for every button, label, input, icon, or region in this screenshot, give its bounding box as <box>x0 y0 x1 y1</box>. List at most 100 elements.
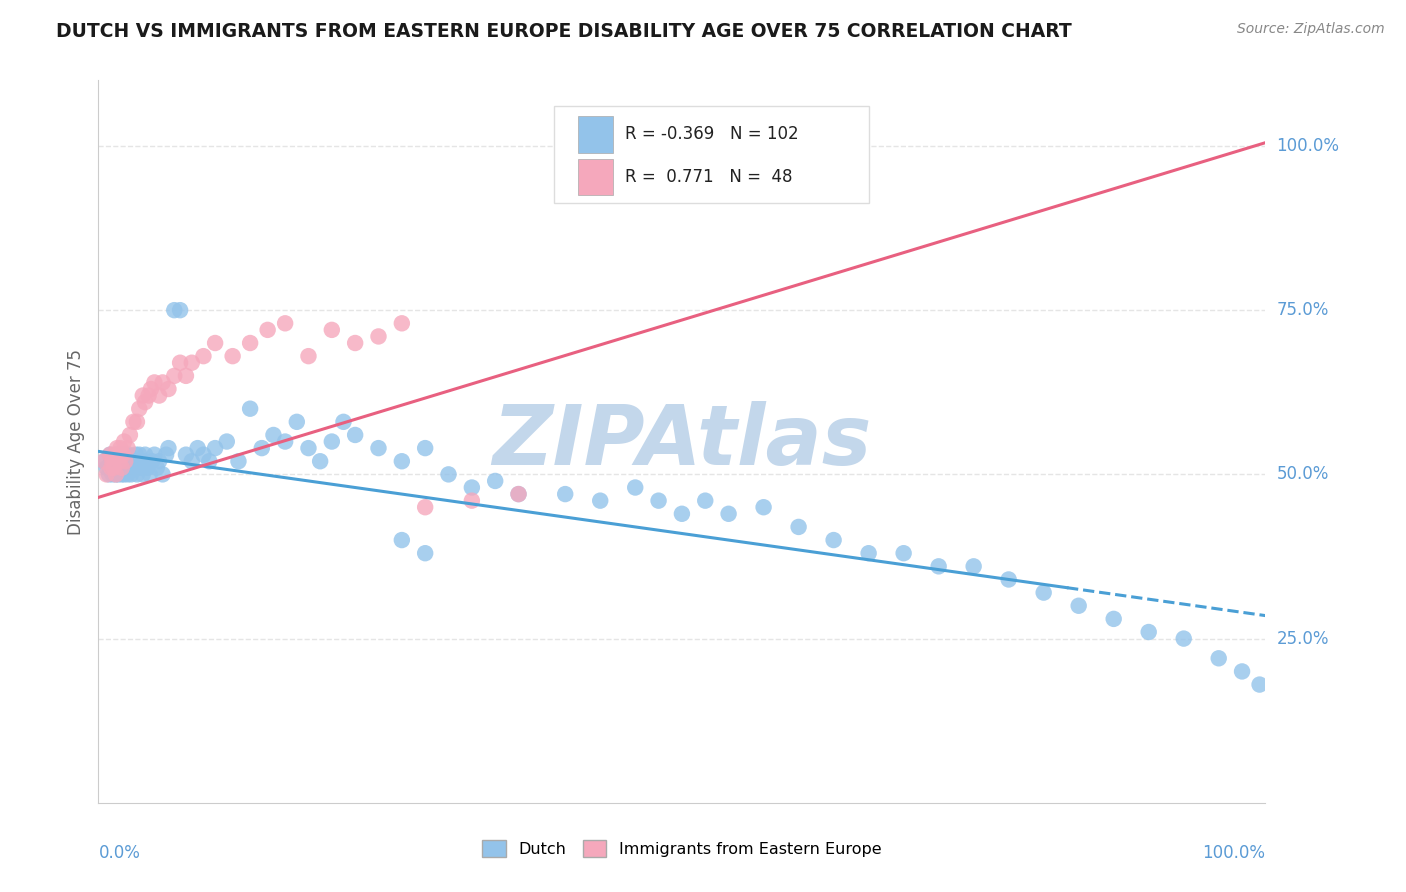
Point <box>391 454 413 468</box>
Point <box>134 448 156 462</box>
Point <box>215 434 238 449</box>
Point <box>508 487 530 501</box>
FancyBboxPatch shape <box>554 105 869 203</box>
Point <box>1137 625 1160 640</box>
Point <box>367 329 389 343</box>
Point <box>169 356 191 370</box>
Point <box>128 401 150 416</box>
Point <box>93 454 115 468</box>
Point <box>332 415 354 429</box>
Point <box>193 448 215 462</box>
Text: 75.0%: 75.0% <box>1277 301 1329 319</box>
Point <box>239 336 262 351</box>
Point <box>1173 632 1195 646</box>
Point <box>256 323 278 337</box>
Text: DUTCH VS IMMIGRANTS FROM EASTERN EUROPE DISABILITY AGE OVER 75 CORRELATION CHART: DUTCH VS IMMIGRANTS FROM EASTERN EUROPE … <box>56 22 1071 41</box>
Point <box>508 487 530 501</box>
Point <box>117 441 139 455</box>
Text: ZIPAtlas: ZIPAtlas <box>492 401 872 482</box>
Point <box>105 460 128 475</box>
Point <box>146 460 169 475</box>
Point <box>1208 651 1230 665</box>
Point <box>221 349 243 363</box>
Point <box>101 467 124 482</box>
Point <box>131 454 153 468</box>
Point <box>344 428 367 442</box>
Point <box>111 448 134 462</box>
Point <box>152 467 174 482</box>
Point <box>114 454 136 468</box>
Point <box>321 434 343 449</box>
Point <box>198 454 221 468</box>
FancyBboxPatch shape <box>578 117 613 153</box>
Point <box>274 316 297 330</box>
Point <box>139 467 162 482</box>
Point <box>110 454 132 468</box>
Point <box>624 481 647 495</box>
Point <box>96 467 118 482</box>
Point <box>285 415 308 429</box>
Point <box>461 493 484 508</box>
Text: 100.0%: 100.0% <box>1202 845 1265 863</box>
Point <box>112 460 135 475</box>
Point <box>274 434 297 449</box>
Text: 100.0%: 100.0% <box>1277 137 1340 155</box>
Point <box>413 500 436 515</box>
Y-axis label: Disability Age Over 75: Disability Age Over 75 <box>66 349 84 534</box>
Point <box>96 460 118 475</box>
Point <box>893 546 915 560</box>
Text: 50.0%: 50.0% <box>1277 466 1329 483</box>
Point <box>589 493 612 508</box>
Point <box>103 460 125 475</box>
Point <box>118 428 141 442</box>
Point <box>127 454 149 468</box>
Point <box>98 448 121 462</box>
Point <box>204 336 226 351</box>
Point <box>108 454 131 468</box>
Point <box>157 441 180 455</box>
Point <box>141 454 163 468</box>
Point <box>1230 665 1253 679</box>
Point <box>139 382 162 396</box>
Point <box>391 316 413 330</box>
Point <box>136 460 159 475</box>
Point <box>111 460 134 475</box>
Point <box>105 454 128 468</box>
Point <box>124 460 146 475</box>
Point <box>132 467 155 482</box>
Point <box>997 573 1019 587</box>
Point <box>239 401 262 416</box>
Point <box>108 460 131 475</box>
Point <box>787 520 810 534</box>
Point <box>138 388 160 402</box>
Point <box>344 336 367 351</box>
Point <box>180 356 202 370</box>
Point <box>321 323 343 337</box>
Point <box>437 467 460 482</box>
Point <box>484 474 506 488</box>
Point <box>187 441 209 455</box>
Point <box>114 454 136 468</box>
Point <box>125 448 148 462</box>
Point <box>262 428 284 442</box>
Point <box>120 467 142 482</box>
Point <box>1032 585 1054 599</box>
Point <box>115 460 138 475</box>
Point <box>110 441 132 455</box>
Legend: Dutch, Immigrants from Eastern Europe: Dutch, Immigrants from Eastern Europe <box>475 833 889 863</box>
Point <box>125 467 148 482</box>
Point <box>143 376 166 390</box>
Text: R = -0.369   N = 102: R = -0.369 N = 102 <box>624 126 799 144</box>
Point <box>163 368 186 383</box>
Point <box>413 441 436 455</box>
Point <box>1249 677 1271 691</box>
Point <box>695 493 717 508</box>
Point <box>962 559 984 574</box>
Point <box>180 454 202 468</box>
Point <box>193 349 215 363</box>
Point <box>297 441 319 455</box>
Point <box>297 349 319 363</box>
Point <box>104 467 127 482</box>
Point <box>413 546 436 560</box>
Point <box>117 467 139 482</box>
